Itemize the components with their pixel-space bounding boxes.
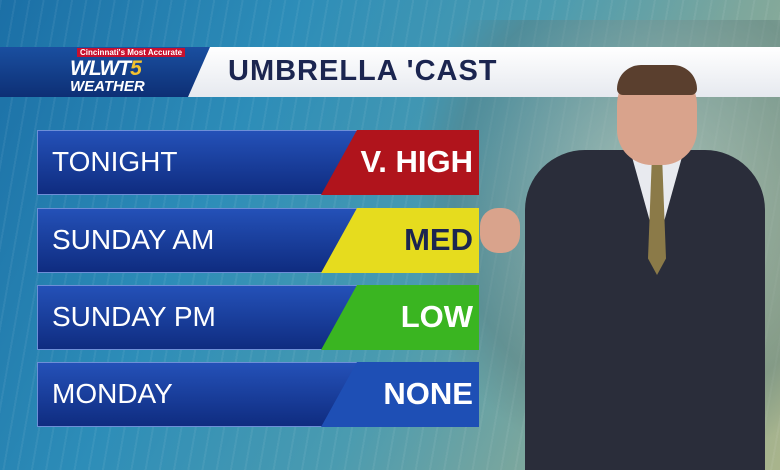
row-value: MED [404, 222, 473, 257]
row-value: V. HIGH [360, 144, 473, 179]
forecast-row: SUNDAY AM MED [37, 208, 479, 273]
row-value-badge: V. HIGH [321, 130, 479, 195]
row-value-badge: MED [321, 208, 479, 273]
row-value: NONE [383, 376, 473, 411]
row-label: MONDAY [52, 378, 173, 409]
station-logo: Cincinnati's Most Accurate WLWT5 WEATHER [0, 47, 215, 97]
row-label: SUNDAY PM [52, 301, 216, 332]
meteorologist [480, 65, 775, 470]
row-label: TONIGHT [52, 146, 178, 177]
page-title: UMBRELLA 'CAST [228, 55, 498, 87]
logo-sub: WEATHER [70, 78, 145, 95]
row-label: SUNDAY AM [52, 224, 215, 255]
logo-name: WLWT5 [70, 57, 142, 80]
forecast-row: SUNDAY PM LOW [37, 285, 479, 350]
forecast-row: TONIGHT V. HIGH [37, 130, 479, 195]
logo-tagline: Cincinnati's Most Accurate [77, 48, 186, 57]
forecast-row: MONDAY NONE [37, 362, 479, 427]
row-value: LOW [400, 299, 473, 334]
